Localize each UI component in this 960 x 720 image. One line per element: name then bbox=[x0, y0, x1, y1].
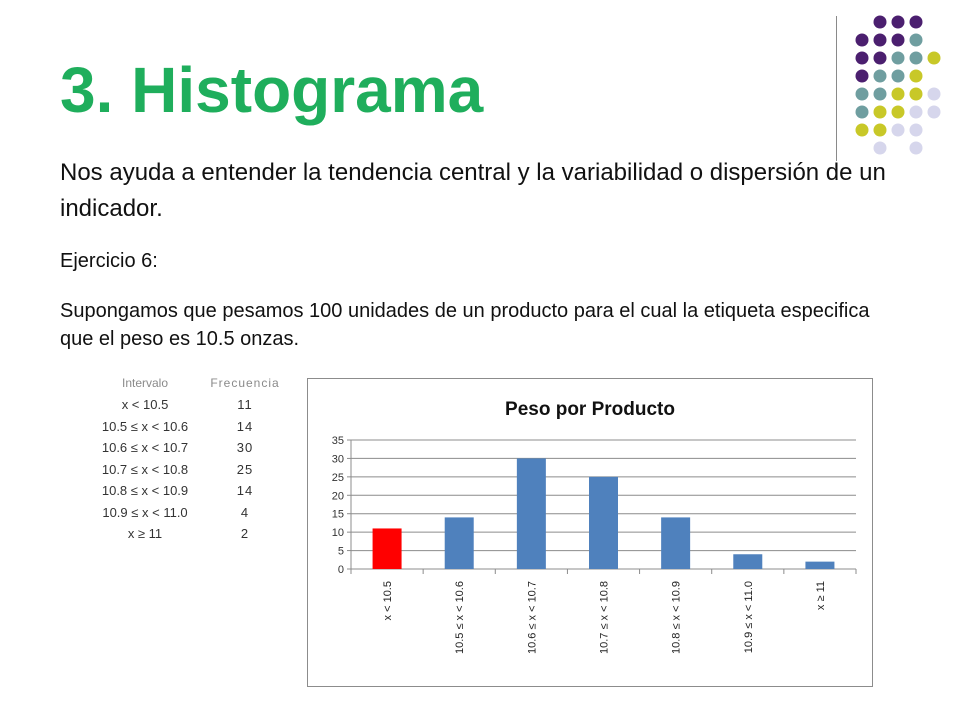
slide-paragraph-definition: Nos ayuda a entender la tendencia centra… bbox=[60, 159, 886, 222]
histogram-bar bbox=[372, 528, 402, 569]
table-cell-frequency: 14 bbox=[236, 483, 254, 499]
decorative-dot bbox=[909, 15, 923, 29]
table-row: 10.9 ≤ x < 11.0 4 bbox=[85, 502, 285, 524]
decorative-dot bbox=[855, 33, 869, 47]
table-cell-frequency: 25 bbox=[236, 461, 254, 477]
x-tick-label: 10.7 ≤ x < 10.8 bbox=[599, 581, 611, 654]
frequency-table: Intervalo Frecuencia x < 10.5 11 10.5 ≤ … bbox=[85, 376, 285, 545]
decorative-dot bbox=[909, 33, 923, 47]
header-interval: Intervalo bbox=[121, 376, 169, 390]
decorative-dot bbox=[855, 87, 869, 101]
x-tick-label: 10.9 ≤ x < 11.0 bbox=[743, 581, 755, 653]
decorative-dot bbox=[891, 87, 905, 101]
table-row: 10.8 ≤ x < 10.9 14 bbox=[85, 480, 285, 502]
slide-title: 3. Histograma bbox=[60, 54, 484, 126]
decorative-dot bbox=[873, 51, 887, 65]
histogram-bar bbox=[444, 517, 474, 569]
y-tick-label: 20 bbox=[332, 490, 344, 502]
table-row: 10.5 ≤ x < 10.6 14 bbox=[85, 416, 285, 438]
decorative-dot bbox=[909, 105, 923, 119]
table-cell-interval: 10.8 ≤ x < 10.9 bbox=[101, 483, 189, 499]
decorative-dot bbox=[927, 51, 941, 65]
table-cell-frequency: 2 bbox=[240, 526, 250, 542]
chart-title: Peso por Producto bbox=[505, 399, 675, 420]
histogram-bar bbox=[805, 561, 835, 569]
histogram-chart-box: Peso por Producto 0 5 10 15 20 25 30 35 x < 10.5… bbox=[307, 378, 873, 687]
table-cell-interval: 10.7 ≤ x < 10.8 bbox=[101, 461, 189, 477]
y-tick-label: 5 bbox=[338, 546, 344, 558]
slide-paragraph-exercise: Ejercicio 6: bbox=[60, 250, 158, 272]
table-row: x ≥ 11 2 bbox=[85, 523, 285, 545]
x-tick-label: x ≥ 11 bbox=[815, 581, 827, 610]
table-cell-frequency: 4 bbox=[240, 504, 250, 520]
decorative-dot bbox=[909, 51, 923, 65]
decorative-dot bbox=[873, 69, 887, 83]
decorative-dot bbox=[855, 69, 869, 83]
decorative-dot-grid bbox=[855, 15, 941, 155]
table-row: 10.7 ≤ x < 10.8 25 bbox=[85, 459, 285, 481]
frequency-table-header: Intervalo Frecuencia bbox=[85, 376, 285, 394]
slide-paragraph-problem: Supongamos que pesamos 100 unidades de u… bbox=[60, 300, 870, 350]
y-tick-label: 25 bbox=[332, 472, 344, 484]
table-cell-frequency: 30 bbox=[236, 440, 254, 456]
decorative-dot bbox=[873, 123, 887, 137]
header-frequency: Frecuencia bbox=[210, 376, 280, 390]
decorative-dot bbox=[873, 87, 887, 101]
x-tick-label: x < 10.5 bbox=[382, 581, 394, 620]
decorative-dot bbox=[891, 51, 905, 65]
table-cell-frequency: 14 bbox=[236, 418, 254, 434]
histogram-bar bbox=[661, 517, 691, 569]
decorative-dot bbox=[909, 87, 923, 101]
decorative-dot bbox=[891, 105, 905, 119]
decorative-dot bbox=[927, 105, 941, 119]
decorative-dot bbox=[909, 69, 923, 83]
decorative-dot bbox=[891, 123, 905, 137]
table-cell-interval: x ≥ 11 bbox=[127, 526, 163, 542]
histogram-bar bbox=[589, 476, 618, 569]
decorative-dot bbox=[891, 15, 905, 29]
x-tick-label: 10.6 ≤ x < 10.7 bbox=[526, 581, 538, 654]
histogram-bar bbox=[516, 458, 546, 569]
decorative-dot bbox=[873, 15, 887, 29]
y-tick-label: 0 bbox=[338, 564, 344, 576]
decorative-dot bbox=[873, 141, 887, 155]
histogram-chart: Peso por Producto 0 5 10 15 20 25 30 35 x < 10.5… bbox=[332, 399, 857, 654]
table-cell-interval: x < 10.5 bbox=[121, 397, 169, 413]
decorative-dot bbox=[891, 33, 905, 47]
table-cell-frequency: 11 bbox=[237, 397, 253, 413]
x-tick-label: 10.8 ≤ x < 10.9 bbox=[671, 581, 683, 654]
table-row: 10.6 ≤ x < 10.7 30 bbox=[85, 437, 285, 459]
table-row: x < 10.5 11 bbox=[85, 394, 285, 416]
y-tick-label: 15 bbox=[332, 509, 344, 521]
decorative-dot bbox=[873, 105, 887, 119]
table-cell-interval: 10.9 ≤ x < 11.0 bbox=[102, 504, 188, 520]
decorative-divider-line bbox=[836, 16, 837, 161]
decorative-dot bbox=[891, 69, 905, 83]
table-cell-interval: 10.6 ≤ x < 10.7 bbox=[101, 440, 189, 456]
decorative-dot bbox=[909, 141, 923, 155]
histogram-bar bbox=[733, 554, 763, 569]
x-tick-label: 10.5 ≤ x < 10.6 bbox=[454, 581, 466, 654]
decorative-dot bbox=[873, 33, 887, 47]
y-tick-label: 35 bbox=[332, 435, 344, 447]
y-tick-label: 10 bbox=[332, 527, 344, 539]
decorative-dot bbox=[855, 123, 869, 137]
decorative-dot bbox=[855, 51, 869, 65]
decorative-dot bbox=[927, 87, 941, 101]
table-cell-interval: 10.5 ≤ x < 10.6 bbox=[101, 418, 189, 434]
y-tick-label: 30 bbox=[332, 453, 344, 465]
decorative-dot bbox=[909, 123, 923, 137]
decorative-dot bbox=[855, 105, 869, 119]
